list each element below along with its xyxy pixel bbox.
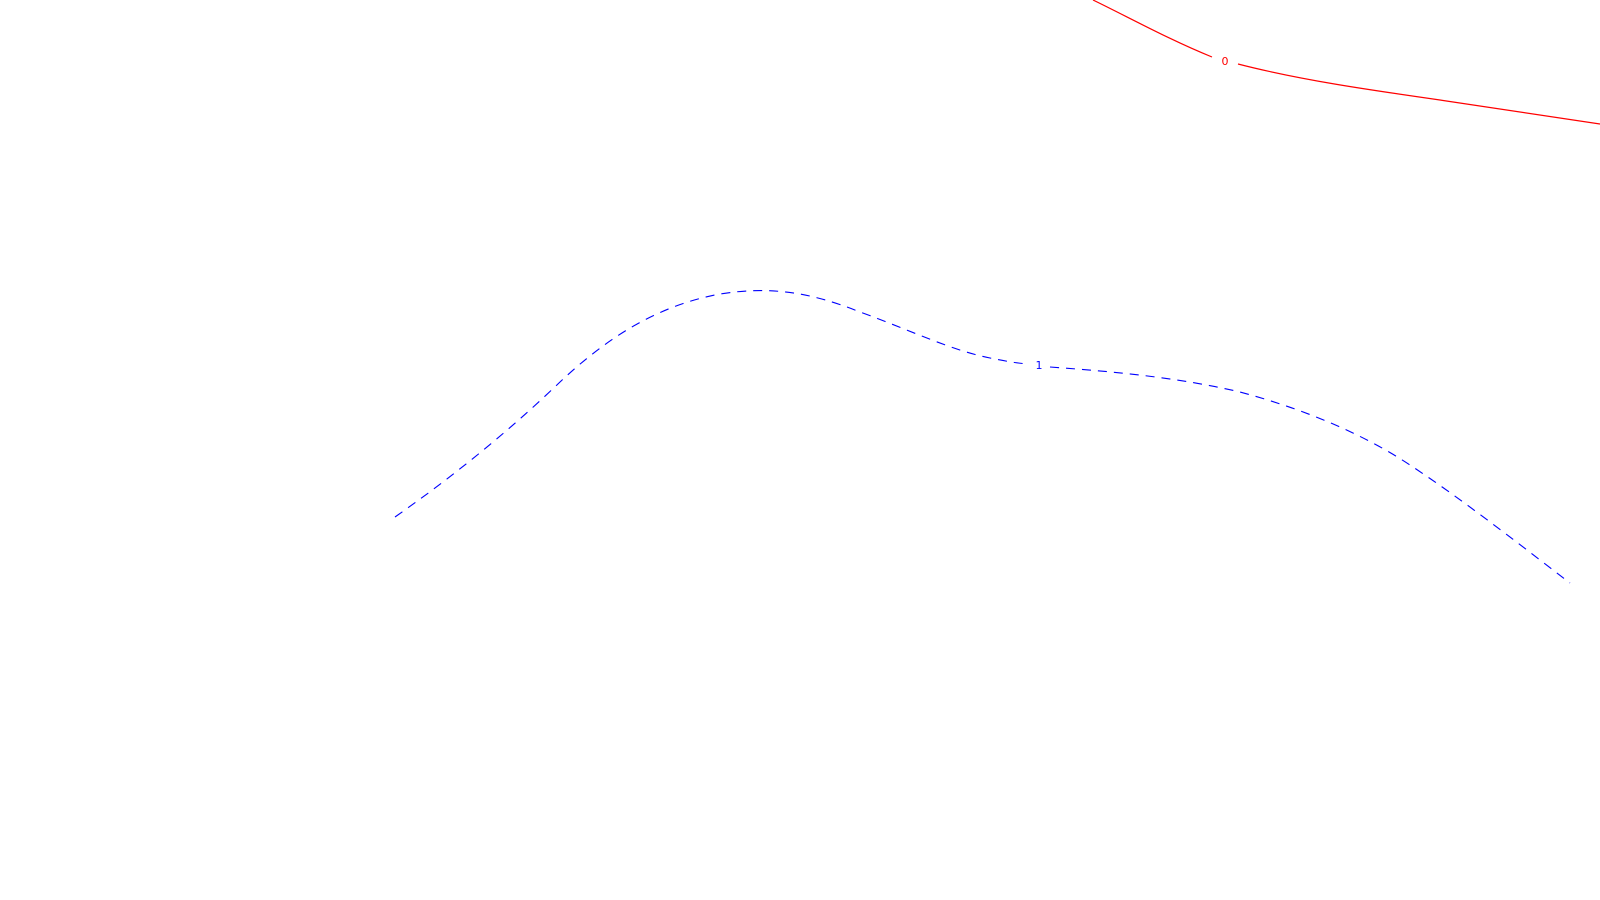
- contour-label-0: 0: [1222, 55, 1229, 68]
- contour-label-1: 1: [1036, 359, 1043, 372]
- contour-line-0: [1092, 0, 1600, 125]
- contour-line-1: [394, 290, 1571, 584]
